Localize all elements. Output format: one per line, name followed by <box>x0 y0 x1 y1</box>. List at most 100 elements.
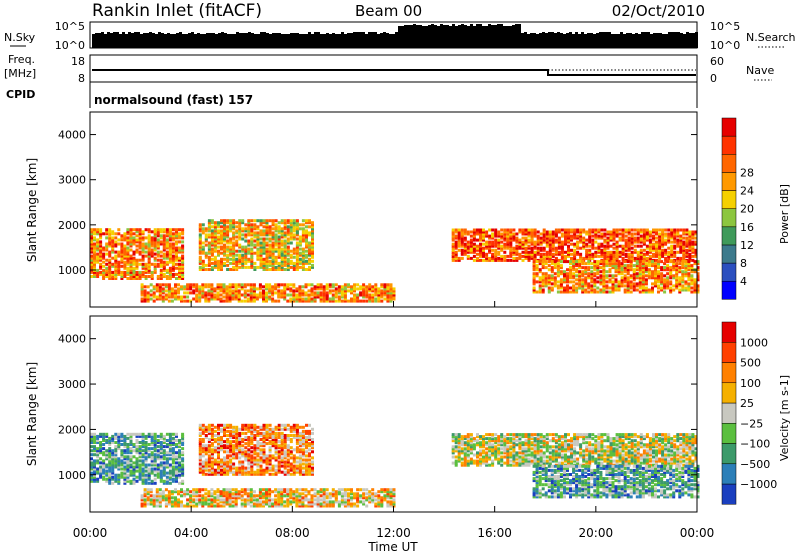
power-echo-cell <box>235 263 239 267</box>
power-echo-cell <box>138 236 142 240</box>
power-echo-cell <box>90 258 93 262</box>
velocity-echo-cell <box>207 425 211 429</box>
power-echo-cell <box>235 241 239 245</box>
power-echo-cell <box>652 242 655 246</box>
power-echo-cell <box>652 254 655 258</box>
power-echo-cell <box>581 266 585 270</box>
power-echo-cell <box>135 272 139 276</box>
velocity-echo-cell <box>165 451 169 455</box>
power-echo-cell <box>259 223 263 227</box>
power-echo-cell <box>280 257 284 261</box>
power-echo-cell <box>126 268 130 272</box>
power-echo-cell <box>572 276 576 280</box>
velocity-echo-cell <box>247 458 251 462</box>
power-echo-cell <box>156 264 160 268</box>
velocity-echo-cell <box>171 469 175 473</box>
power-echo-cell <box>138 277 142 280</box>
velocity-echo-cell <box>277 468 281 472</box>
power-echo-cell <box>198 261 202 265</box>
velocity-echo-cell <box>126 477 130 481</box>
velocity-echo-cell <box>156 441 160 444</box>
power-echo-cell <box>277 293 281 297</box>
power-echo-cell <box>256 233 260 237</box>
power-echo-cell <box>576 228 580 232</box>
power-echo-cell <box>588 252 592 256</box>
power-echo-cell <box>615 258 619 262</box>
nsky-trace-bar <box>452 24 455 48</box>
power-echo-cell <box>216 295 220 299</box>
power-echo-cell <box>673 246 677 250</box>
power-echo-cell <box>588 228 592 232</box>
power-echo-cell <box>253 225 257 229</box>
power-echo-cell <box>90 270 93 274</box>
power-echo-cell <box>223 247 226 251</box>
power-echo-cell <box>652 246 655 250</box>
power-echo-cell <box>255 293 259 297</box>
power-echo-cell <box>244 223 248 227</box>
velocity-echo-cell <box>153 463 157 467</box>
power-echo-cell <box>223 231 226 235</box>
power-echo-cell <box>132 277 136 280</box>
power-echo-cell <box>576 250 580 254</box>
nsky-trace-bar <box>632 34 635 48</box>
nsky-trace-bar <box>386 33 389 48</box>
power-echo-cell <box>213 231 217 235</box>
velocity-echo-cell <box>126 457 130 461</box>
power-echo-cell <box>541 266 545 270</box>
power-echo-cell <box>298 253 302 257</box>
power-echo-cell <box>575 278 579 282</box>
power-echo-cell <box>171 242 175 246</box>
power-echo-cell <box>648 250 652 254</box>
power-echo-cell <box>651 272 654 276</box>
velocity-echo-cell <box>123 481 127 485</box>
power-echo-cell <box>476 232 479 236</box>
power-echo-cell <box>457 244 461 248</box>
power-echo-cell <box>277 231 281 235</box>
velocity-echo-cell <box>123 451 127 455</box>
power-echo-cell <box>629 280 633 284</box>
velocity-echo-cell <box>99 443 103 446</box>
velocity-echo-cell <box>262 442 266 446</box>
power-echo-cell <box>220 233 223 237</box>
power-echo-cell <box>138 250 142 254</box>
power-echo-cell <box>108 260 112 264</box>
power-echo-cell <box>161 289 165 293</box>
velocity-echo-cell <box>181 453 185 457</box>
nsky-trace-bar <box>194 34 197 48</box>
velocity-echo-cell <box>232 454 236 458</box>
power-echo-cell <box>482 252 485 256</box>
velocity-echo-cell <box>171 447 175 451</box>
power-echo-cell <box>350 285 353 289</box>
power-echo-cell <box>494 228 498 232</box>
power-echo-cell <box>618 238 622 242</box>
velocity-echo-cell <box>123 471 127 475</box>
power-echo-cell <box>177 283 180 287</box>
power-echo-cell <box>280 289 284 293</box>
power-echo-cell <box>192 283 196 287</box>
power-echo-cell <box>241 257 245 261</box>
power-echo-cell <box>600 234 604 238</box>
power-echo-cell <box>457 242 461 246</box>
power-echo-cell <box>250 263 254 267</box>
power-echo-cell <box>374 283 378 287</box>
power-echo-cell <box>542 234 546 238</box>
power-echo-cell <box>156 258 160 262</box>
velocity-echo-cell <box>262 444 266 448</box>
power-echo-cell <box>463 230 467 234</box>
nsky-trace-bar <box>641 32 644 48</box>
power-echo-cell <box>569 266 572 270</box>
power-echo-cell <box>159 242 163 246</box>
power-echo-cell <box>108 277 112 280</box>
nsky-trace-bar <box>131 33 134 48</box>
power-echo-cell <box>491 228 495 232</box>
power-echo-cell <box>117 228 121 232</box>
power-echo-cell <box>497 242 501 246</box>
power-echo-cell <box>298 243 302 247</box>
power-echo-cell <box>389 293 393 297</box>
power-echo-cell <box>147 256 151 260</box>
power-echo-cell <box>605 274 609 278</box>
power-echo-cell <box>90 242 93 246</box>
freq-trace <box>92 69 696 76</box>
velocity-echo-cell <box>117 481 121 485</box>
velocity-echo-cell <box>292 429 296 433</box>
